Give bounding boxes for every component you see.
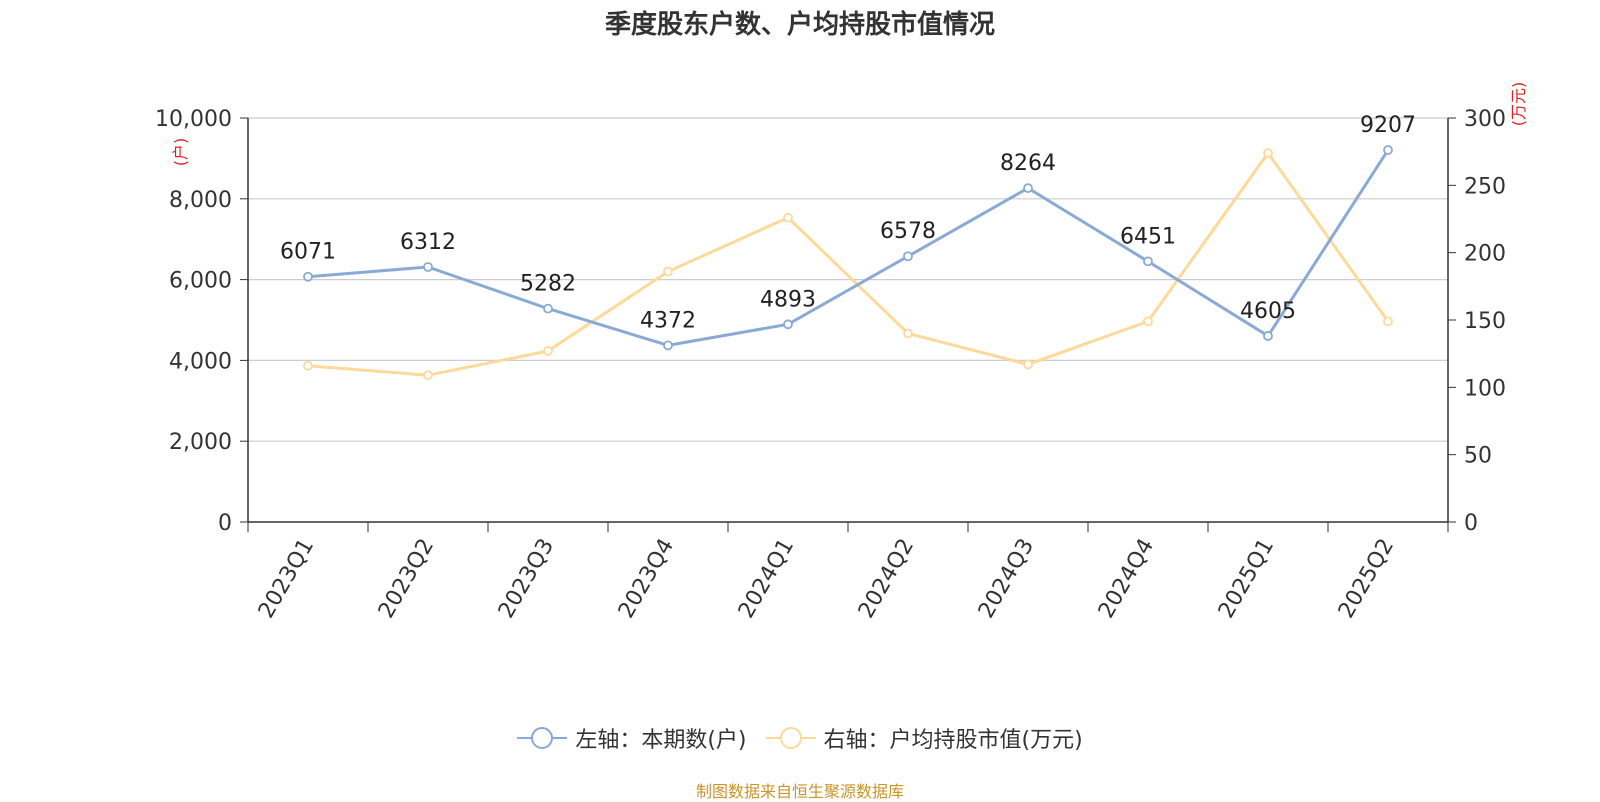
left-axis-tick-label: 10,000 — [155, 107, 232, 132]
right-axis-tick-label: 0 — [1464, 511, 1478, 536]
x-axis-tick-label: 2023Q3 — [494, 535, 559, 623]
data-label: 4893 — [760, 287, 816, 312]
source-note: 制图数据来自恒生聚源数据库 — [695, 782, 904, 801]
data-point-left — [783, 319, 793, 330]
data-point-right — [1023, 359, 1033, 370]
legend: 左轴：本期数(户) 右轴：户均持股市值(万元) — [0, 722, 1600, 756]
x-axis-tick-label: 2024Q3 — [974, 535, 1039, 623]
x-axis-tick-label: 2023Q1 — [254, 535, 319, 623]
data-point-left — [663, 340, 673, 351]
legend-label-left: 左轴：本期数(户) — [575, 728, 747, 753]
left-axis-tick-label: 2,000 — [169, 430, 232, 455]
series — [303, 145, 1393, 381]
data-point-right — [1263, 148, 1273, 158]
data-label: 4605 — [1240, 299, 1296, 324]
legend-marker-left-icon — [517, 727, 568, 749]
data-label: 6312 — [400, 230, 456, 255]
x-axis-tick-label: 2025Q2 — [1334, 535, 1399, 623]
data-point-right — [303, 360, 313, 371]
x-axis-tick-label: 2025Q1 — [1214, 535, 1279, 623]
left-axis-tick-label: 8,000 — [169, 188, 232, 213]
left-axis-tick-label: 6,000 — [169, 269, 232, 294]
data-label: 6578 — [880, 219, 936, 244]
left-axis-title: (户) — [171, 138, 190, 167]
data-point-left — [1383, 145, 1393, 155]
left-axis-tick-label: 4,000 — [169, 349, 232, 374]
data-point-right — [423, 370, 433, 381]
legend-marker-right-icon — [765, 727, 816, 749]
right-axis-tick-label: 150 — [1464, 309, 1506, 334]
data-point-right — [543, 346, 553, 356]
data-labels: 6071 6312 5282 4372 4893 6578 8264 6451 4605 9207 — [280, 113, 1416, 333]
x-axis-tick-label: 2024Q2 — [854, 535, 919, 623]
right-axis-title: (万元) — [1509, 82, 1528, 127]
x-axis-tick-label: 2024Q4 — [1094, 535, 1159, 623]
right-axis-tick-label: 200 — [1464, 242, 1506, 267]
data-label: 6071 — [280, 240, 336, 265]
x-axis-tick-label: 2024Q1 — [734, 535, 799, 623]
x-axis-tick-label: 2023Q2 — [374, 535, 439, 623]
data-point-left — [1263, 331, 1273, 341]
data-point-right — [663, 266, 673, 277]
x-axis-tick-label: 2023Q4 — [614, 535, 679, 623]
legend-item-left-series[interactable]: 左轴：本期数(户) — [517, 722, 747, 754]
axes: 0 2,000 4,000 6,000 8,000 10,000 0 50 100 150 200 2… — [155, 82, 1528, 623]
data-point-left — [1143, 256, 1153, 267]
data-point-right — [1143, 316, 1153, 327]
line-chart: 0 2,000 4,000 6,000 8,000 10,000 0 50 100 150 200 2… — [155, 82, 1528, 623]
right-axis-tick-label: 50 — [1464, 444, 1492, 469]
data-point-right — [783, 212, 793, 223]
chart-title: 季度股东户数、户均持股市值情况 — [604, 10, 995, 40]
left-axis-tick-label: 0 — [218, 511, 232, 536]
legend-label-right: 右轴：户均持股市值(万元) — [823, 728, 1083, 753]
data-point-left — [303, 271, 313, 282]
right-axis-tick-label: 250 — [1464, 174, 1506, 199]
data-label: 4372 — [640, 308, 696, 333]
data-label: 8264 — [1000, 151, 1056, 176]
data-point-left — [423, 262, 433, 272]
data-point-left — [1023, 183, 1033, 194]
legend-item-right-series[interactable]: 右轴：户均持股市值(万元) — [765, 722, 1083, 754]
grid-lines — [248, 117, 1448, 442]
data-point-left — [543, 303, 553, 314]
data-label: 5282 — [520, 272, 576, 297]
series-line-left — [307, 149, 1390, 347]
data-point-left — [903, 251, 913, 262]
right-axis-tick-label: 300 — [1464, 107, 1506, 132]
series-line-right — [307, 151, 1390, 377]
data-point-right — [903, 328, 913, 339]
data-label: 9207 — [1360, 113, 1416, 138]
data-point-right — [1383, 316, 1393, 327]
data-label: 6451 — [1120, 224, 1176, 249]
right-axis-tick-label: 100 — [1464, 376, 1506, 401]
